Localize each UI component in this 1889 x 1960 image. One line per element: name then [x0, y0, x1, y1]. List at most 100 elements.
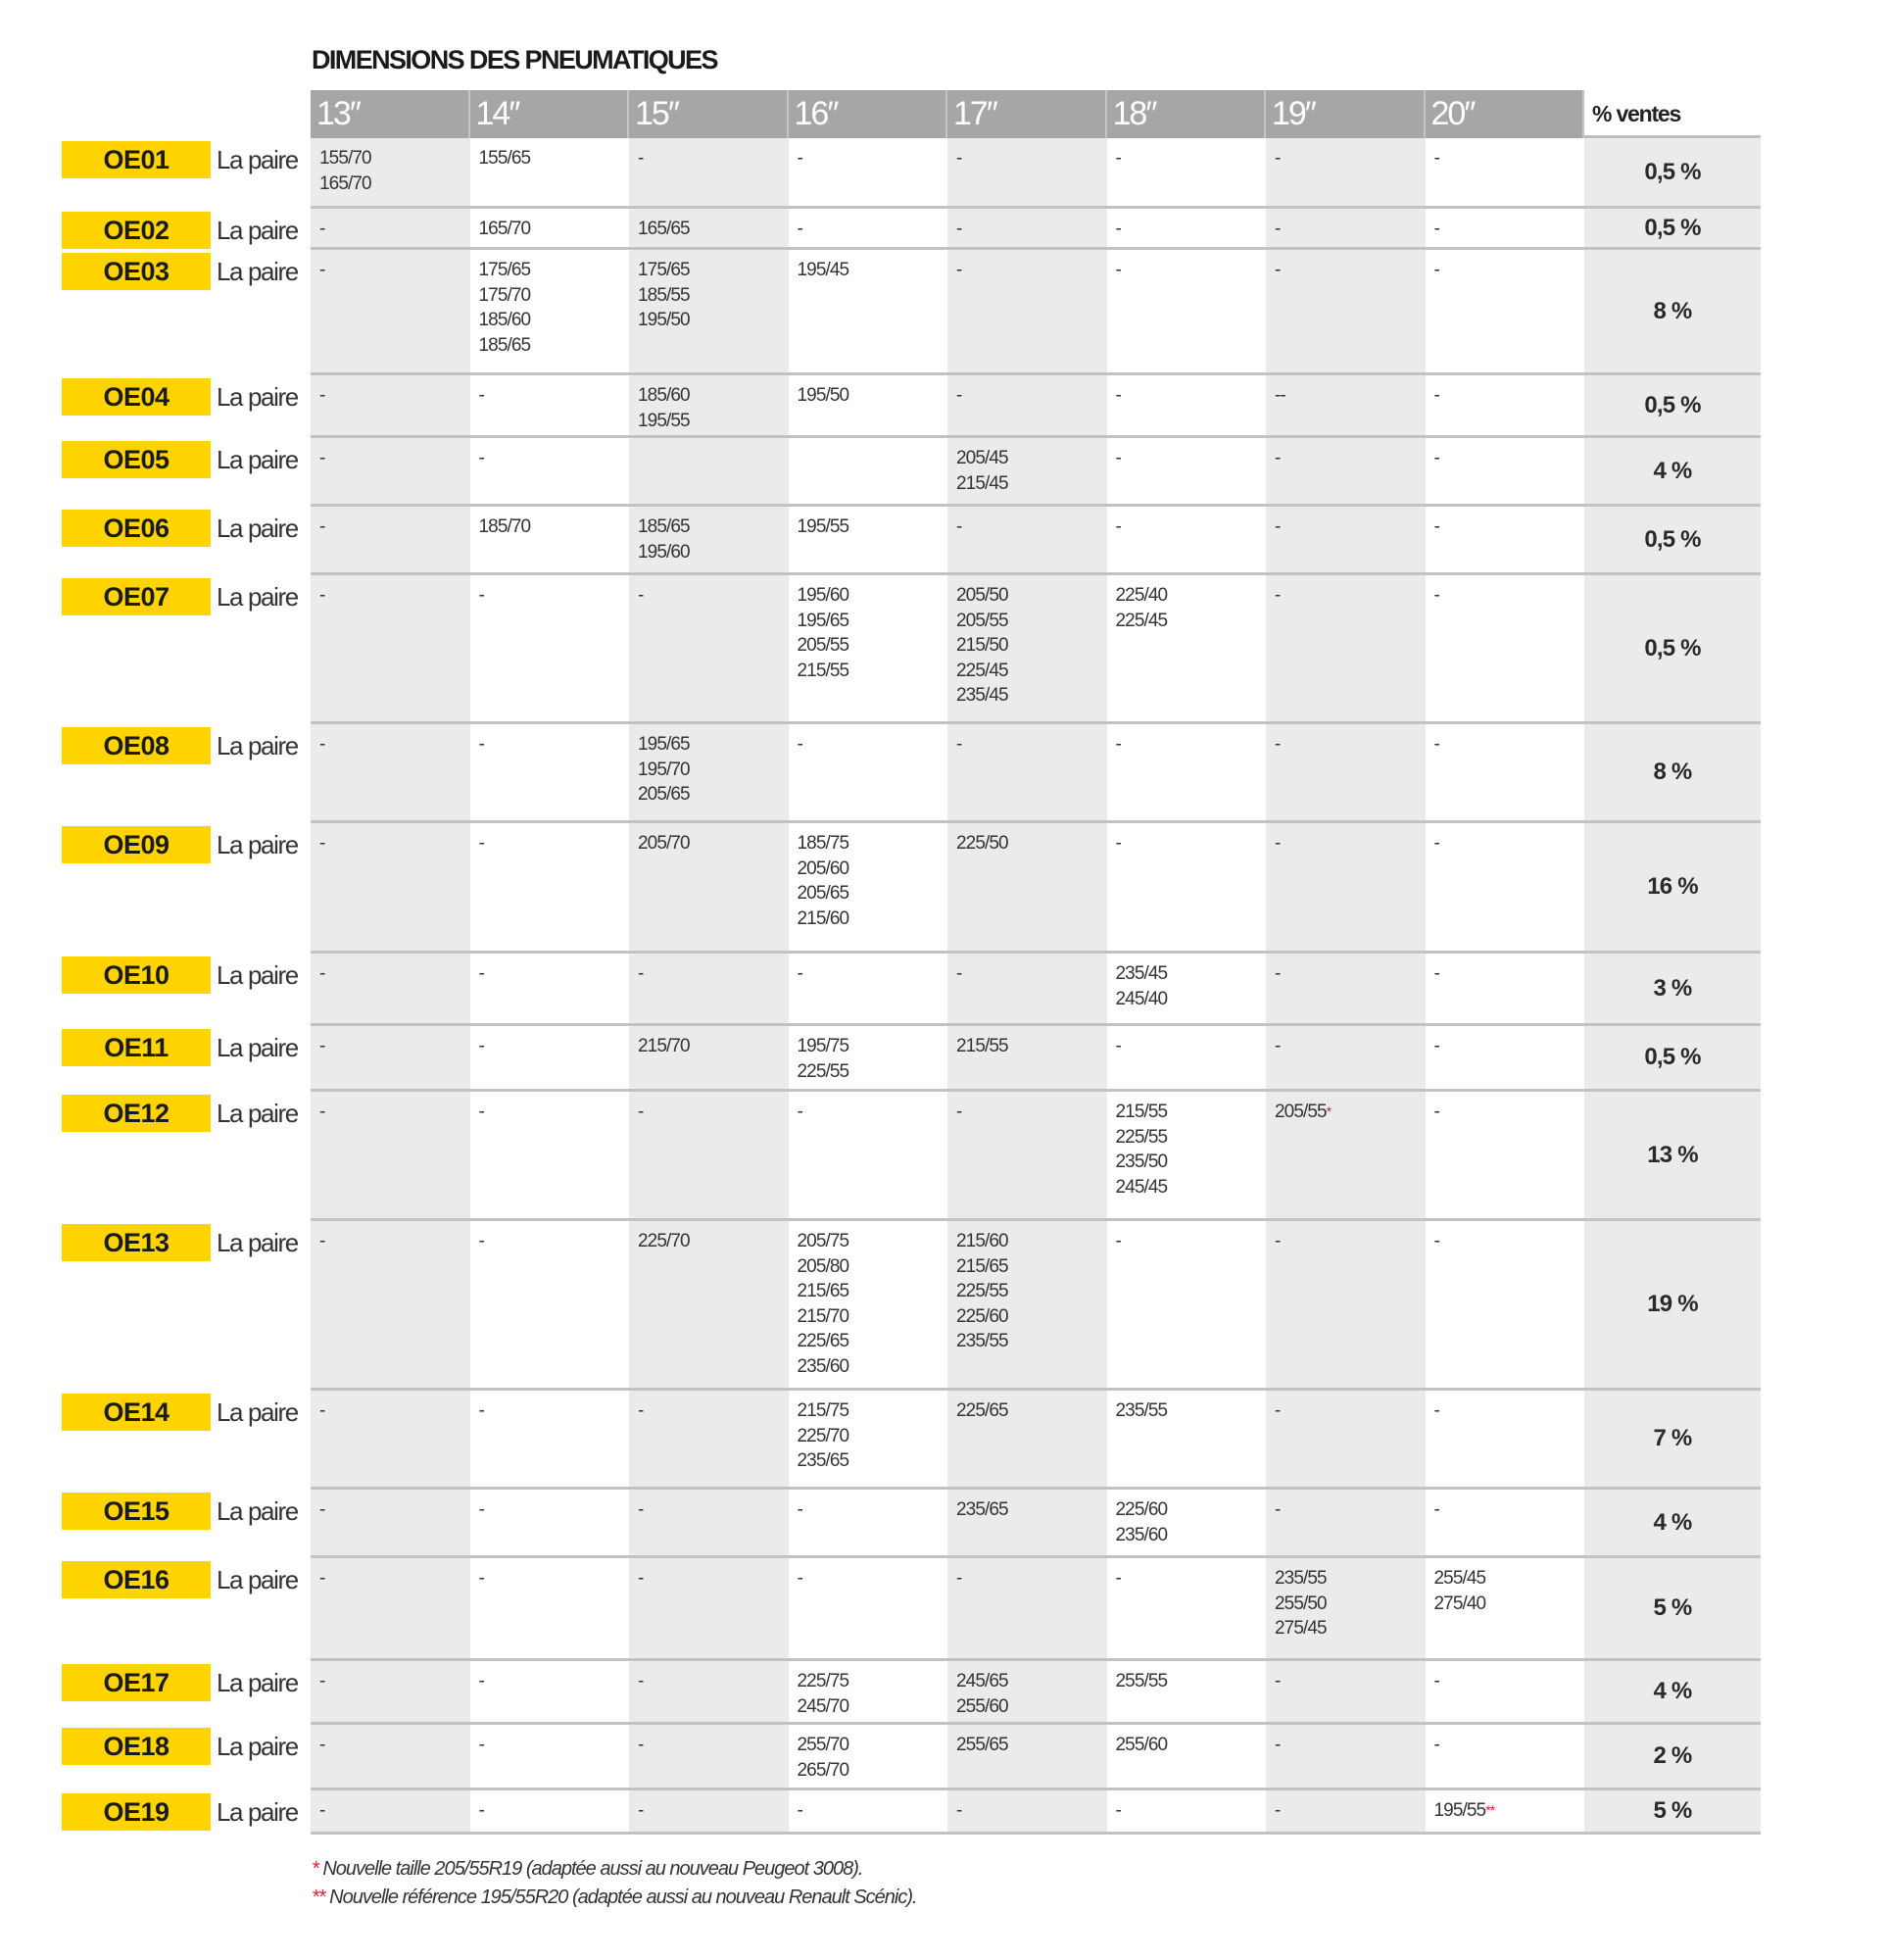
tire-size-text: -	[1275, 1499, 1281, 1520]
tire-size: -	[1116, 1566, 1267, 1592]
pct-sales-value: 5 %	[1584, 1790, 1761, 1832]
pct-sales-value: 7 %	[1584, 1391, 1761, 1487]
size-cell: -	[470, 438, 630, 504]
row-cells: - 165/70 165/65 - - - - - 0,5 %	[311, 209, 1761, 250]
size-cell: -	[629, 1725, 789, 1788]
size-cell: -	[311, 1661, 470, 1722]
pair-label: La paire	[217, 1033, 299, 1062]
tire-size-text: 235/45	[1115, 963, 1169, 984]
tire-size: -	[1434, 961, 1585, 987]
tire-size-text: 165/70	[478, 219, 532, 239]
size-cell: -	[1107, 1790, 1267, 1832]
size-cell: 245/65 255/60	[947, 1661, 1107, 1722]
tire-size-text: -	[797, 734, 803, 755]
tire-size: -	[319, 514, 470, 540]
size-cell: -	[1426, 250, 1585, 372]
tire-size-text: 235/60	[797, 1355, 850, 1377]
tire-size-text: 255/60	[956, 1695, 1009, 1717]
tire-size-text: 255/70	[797, 1735, 850, 1755]
pair-label: La paire	[217, 145, 299, 174]
size-cell: -	[1426, 724, 1585, 820]
tire-size: 195/45	[798, 258, 948, 283]
pair-label: La paire	[217, 1099, 299, 1128]
tire-size: 185/65	[479, 333, 630, 359]
tire-size: 235/55	[1275, 1566, 1426, 1592]
tire-size: -	[638, 1798, 789, 1824]
size-cell: 205/75 205/80 215/65 215/70 225/65 235/60	[789, 1221, 948, 1388]
size-cell: 225/60 235/60	[1107, 1490, 1267, 1555]
tire-size-text: 225/55	[1115, 1126, 1169, 1148]
tire-size: 235/65	[956, 1497, 1107, 1523]
tire-size: 255/50	[1275, 1592, 1426, 1617]
size-cell: -	[1107, 724, 1267, 820]
tire-size: -	[798, 732, 948, 758]
tire-size-text: 195/65	[797, 610, 850, 631]
tire-size: -	[1434, 383, 1585, 409]
tire-size-text: 205/65	[638, 784, 691, 806]
tire-size: -	[1116, 146, 1267, 172]
tire-size: 215/60	[956, 1229, 1107, 1254]
tire-size: 195/50	[798, 383, 948, 409]
tire-size-text: -	[797, 1800, 803, 1821]
tire-size-text: 215/70	[638, 1036, 691, 1056]
size-cell: -	[1266, 1490, 1426, 1555]
size-cell: 185/65 195/60	[629, 507, 789, 572]
tire-size-text: -	[319, 1671, 325, 1691]
size-cell: 165/70	[470, 209, 630, 247]
tire-size: -	[1116, 1034, 1267, 1059]
tire-size: -	[1434, 446, 1585, 471]
tire-size: -	[1275, 1798, 1426, 1824]
size-cell: -	[629, 1092, 789, 1218]
size-cell: -	[1426, 138, 1585, 206]
tire-size-text: -	[638, 1499, 644, 1520]
tire-size-text: -	[1115, 1800, 1122, 1821]
tire-size: -	[319, 217, 470, 242]
tire-size-text: -	[478, 734, 485, 755]
tire-size-text: 235/45	[956, 685, 1009, 707]
tire-size: -	[319, 1497, 470, 1523]
tire-size-text: 205/55	[797, 635, 850, 657]
tire-size: 215/60	[798, 906, 948, 932]
tire-size-text: -	[1275, 148, 1281, 169]
tire-size-text: -	[319, 1735, 325, 1755]
tire-size: -	[638, 583, 789, 609]
tire-size: -	[638, 1669, 789, 1694]
size-cell: -	[470, 1391, 630, 1487]
tire-size: 235/65	[798, 1448, 948, 1474]
tire-size: 185/70	[479, 514, 630, 540]
size-cell: -	[1266, 1790, 1426, 1832]
pair-label: La paire	[217, 1732, 299, 1761]
tire-size: 195/60	[638, 540, 789, 565]
tire-size-text: -	[1433, 448, 1440, 468]
tire-size-text: 165/70	[319, 172, 372, 194]
size-cell: -	[1107, 250, 1267, 372]
product-code-badge: OE16	[62, 1561, 211, 1598]
size-cell: -	[629, 1391, 789, 1487]
tire-size: 205/65	[638, 782, 789, 808]
tire-size: -	[1434, 1034, 1585, 1059]
size-cell: -	[789, 954, 948, 1023]
tire-size: 205/55	[798, 633, 948, 659]
tire-size: -	[1434, 514, 1585, 540]
tire-size-text: -	[1433, 219, 1440, 239]
tire-size-text: -	[1433, 516, 1440, 537]
tire-size-text: 255/45	[1433, 1568, 1487, 1589]
size-cell: 215/70	[629, 1026, 789, 1089]
size-cell: 205/55*	[1266, 1092, 1426, 1218]
tire-size-text: -	[797, 1568, 803, 1589]
tire-size: -	[319, 1229, 470, 1254]
tire-size-text: 235/55	[1275, 1568, 1328, 1589]
size-cell: -	[789, 1490, 948, 1555]
size-cell: -	[470, 1790, 630, 1832]
tire-size-text: 195/55	[797, 516, 850, 537]
size-cell: 215/60 215/65 225/55 225/60 235/55	[947, 1221, 1107, 1388]
row-label: OE09 La paire	[62, 823, 311, 954]
tire-size: -	[1116, 732, 1267, 758]
pct-sales-value: 0,5 %	[1584, 1026, 1761, 1089]
tire-size: -	[638, 146, 789, 172]
size-cell: -	[1426, 1725, 1585, 1788]
size-cell: -	[470, 1558, 630, 1658]
tire-size: 175/65	[479, 258, 630, 283]
tire-size-text: -	[797, 1499, 803, 1520]
tire-size: 195/65	[638, 732, 789, 758]
